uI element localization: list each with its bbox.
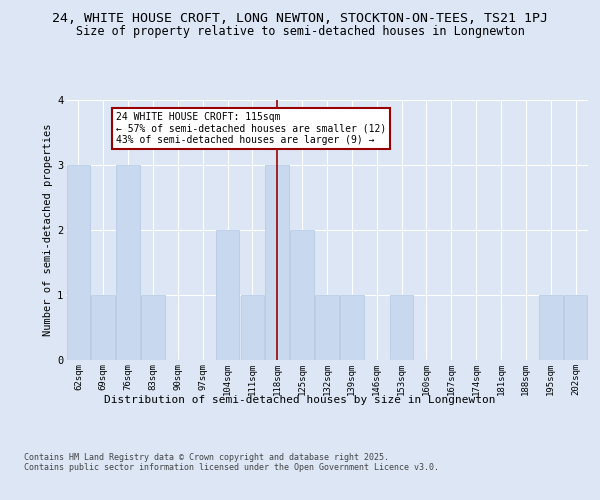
Bar <box>315 295 339 360</box>
Bar <box>539 295 563 360</box>
Text: 24, WHITE HOUSE CROFT, LONG NEWTON, STOCKTON-ON-TEES, TS21 1PJ: 24, WHITE HOUSE CROFT, LONG NEWTON, STOC… <box>52 12 548 26</box>
Text: Distribution of semi-detached houses by size in Longnewton: Distribution of semi-detached houses by … <box>104 395 496 405</box>
Bar <box>67 165 90 360</box>
Bar <box>265 165 289 360</box>
Bar <box>91 295 115 360</box>
Bar <box>390 295 413 360</box>
Bar <box>241 295 264 360</box>
Text: Contains HM Land Registry data © Crown copyright and database right 2025.
Contai: Contains HM Land Registry data © Crown c… <box>24 452 439 472</box>
Bar <box>564 295 587 360</box>
Text: 24 WHITE HOUSE CROFT: 115sqm
← 57% of semi-detached houses are smaller (12)
43% : 24 WHITE HOUSE CROFT: 115sqm ← 57% of se… <box>116 112 386 145</box>
Bar <box>216 230 239 360</box>
Bar <box>290 230 314 360</box>
Bar <box>340 295 364 360</box>
Y-axis label: Number of semi-detached properties: Number of semi-detached properties <box>43 124 53 336</box>
Bar <box>141 295 165 360</box>
Text: Size of property relative to semi-detached houses in Longnewton: Size of property relative to semi-detach… <box>76 25 524 38</box>
Bar <box>116 165 140 360</box>
